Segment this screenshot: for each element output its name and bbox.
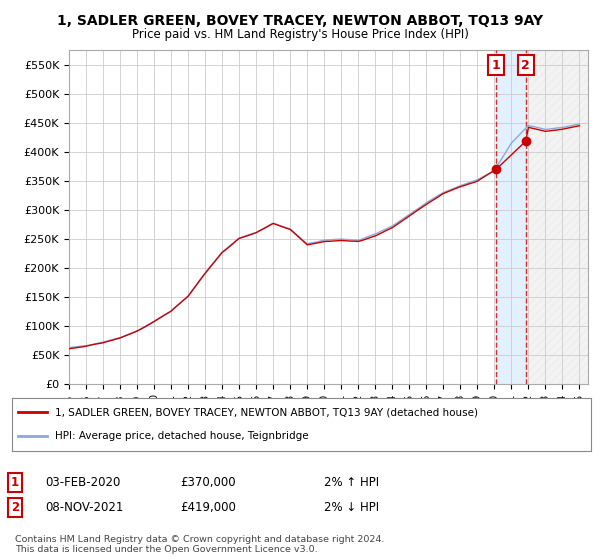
Text: 03-FEB-2020: 03-FEB-2020 (45, 476, 121, 489)
Text: £419,000: £419,000 (180, 501, 236, 515)
Text: 2% ↓ HPI: 2% ↓ HPI (324, 501, 379, 515)
Text: 1, SADLER GREEN, BOVEY TRACEY, NEWTON ABBOT, TQ13 9AY (detached house): 1, SADLER GREEN, BOVEY TRACEY, NEWTON AB… (55, 408, 478, 418)
Text: 1: 1 (11, 476, 19, 489)
Text: 2: 2 (11, 501, 19, 515)
Text: HPI: Average price, detached house, Teignbridge: HPI: Average price, detached house, Teig… (55, 431, 309, 441)
Text: £370,000: £370,000 (180, 476, 236, 489)
Text: Price paid vs. HM Land Registry's House Price Index (HPI): Price paid vs. HM Land Registry's House … (131, 28, 469, 41)
Text: 2% ↑ HPI: 2% ↑ HPI (324, 476, 379, 489)
Text: 2: 2 (521, 59, 530, 72)
Text: 1: 1 (491, 59, 500, 72)
Text: Contains HM Land Registry data © Crown copyright and database right 2024.
This d: Contains HM Land Registry data © Crown c… (15, 535, 385, 554)
Text: 08-NOV-2021: 08-NOV-2021 (45, 501, 124, 515)
Bar (496, 50, 526, 384)
Text: 1, SADLER GREEN, BOVEY TRACEY, NEWTON ABBOT, TQ13 9AY: 1, SADLER GREEN, BOVEY TRACEY, NEWTON AB… (57, 14, 543, 28)
Bar (526, 50, 588, 384)
